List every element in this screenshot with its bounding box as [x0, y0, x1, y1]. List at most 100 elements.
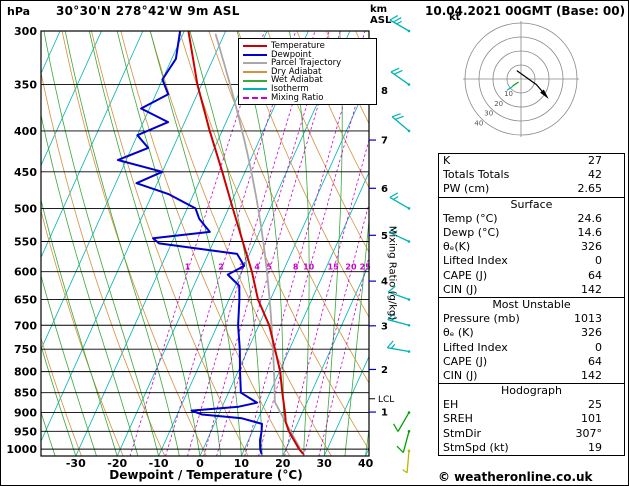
svg-text:5: 5: [266, 263, 272, 272]
svg-text:2: 2: [381, 365, 388, 376]
legend-item: Wet Adiabat: [243, 76, 372, 85]
station-title: 30°30'N 278°42'W 9m ASL: [56, 4, 240, 18]
table-row: StmSpd (kt) 19: [439, 441, 625, 456]
stat-label: Totals Totals: [443, 168, 510, 182]
svg-text:10: 10: [234, 457, 250, 470]
svg-text:-20: -20: [107, 457, 127, 470]
table-row: PW (cm) 2.65: [439, 182, 625, 197]
table-row: θₑ(K) 326: [439, 240, 625, 254]
svg-text:300: 300: [14, 25, 37, 38]
svg-text:650: 650: [14, 294, 37, 307]
svg-text:3: 3: [381, 321, 388, 332]
stat-label: Lifted Index: [443, 254, 508, 268]
svg-text:1000: 1000: [6, 443, 37, 456]
stat-label: CIN (J): [443, 282, 478, 296]
hodo-level-mark: [512, 81, 519, 87]
table-row: Pressure (mb) 1013: [439, 312, 625, 326]
table-row: θₑ (K) 326: [439, 326, 625, 340]
stat-label: Dewp (°C): [443, 226, 500, 240]
hodo-ring-label: 40: [474, 120, 483, 128]
pressure-axis-unit: hPa: [7, 5, 31, 18]
table-row: K 27: [439, 154, 625, 169]
credit-text: © weatheronline.co.uk: [438, 470, 593, 484]
svg-text:8: 8: [293, 263, 299, 272]
legend-item: Dewpoint: [243, 49, 372, 60]
table-row: Temp (°C) 24.6: [439, 212, 625, 226]
legend-label: Dewpoint: [271, 49, 312, 60]
stat-value: 142: [581, 282, 602, 296]
hodo-ring: [506, 64, 536, 94]
svg-text:4: 4: [381, 277, 388, 288]
stat-label: Pressure (mb): [443, 312, 520, 326]
table-row: Lifted Index 0: [439, 254, 625, 268]
hodo-unit-label: kt: [449, 12, 461, 23]
stat-value: 101: [581, 412, 602, 426]
stat-value: 0: [595, 340, 602, 354]
table-row: CAPE (J) 64: [439, 355, 625, 369]
hodo-ring-label: 10: [504, 90, 513, 98]
stat-label: CIN (J): [443, 368, 478, 382]
stat-value: 64: [588, 354, 602, 368]
hodo-level-mark: [506, 85, 514, 91]
svg-text:-10: -10: [149, 457, 169, 470]
legend-key-line: [243, 45, 267, 48]
svg-text:700: 700: [14, 319, 37, 332]
chart-legend: Temperature Dewpoint Parcel Trajectory Dry …: [238, 38, 377, 106]
legend-label: Mixing Ratio: [271, 92, 324, 103]
svg-text:400: 400: [14, 125, 37, 138]
svg-text:450: 450: [14, 166, 37, 179]
stat-label: Temp (°C): [443, 211, 498, 225]
svg-text:550: 550: [14, 236, 37, 249]
svg-text:25: 25: [360, 263, 372, 272]
svg-text:600: 600: [14, 266, 37, 279]
svg-text:1: 1: [185, 263, 191, 272]
table-row: Lifted Index 0: [439, 340, 625, 354]
stat-value: 1013: [574, 312, 602, 326]
stat-value: 307°: [575, 426, 603, 440]
table-row: StmDir 307°: [439, 427, 625, 441]
legend-key-line: [243, 96, 267, 99]
legend-key-line: [243, 88, 267, 91]
legend-label: Dry Adiabat: [271, 66, 322, 77]
stat-label: PW (cm): [443, 182, 490, 196]
svg-text:7: 7: [381, 136, 388, 147]
stat-label: StmSpd (kt): [443, 440, 509, 454]
table-row: Dewp (°C) 14.6: [439, 226, 625, 240]
legend-item: Isotherm: [243, 85, 372, 94]
stat-label: CAPE (J): [443, 268, 488, 282]
svg-text:750: 750: [14, 343, 37, 356]
stat-value: 25: [588, 398, 602, 412]
stat-value: 24.6: [577, 211, 603, 225]
stat-value: 27: [588, 154, 602, 168]
hodo-ring: [478, 36, 564, 122]
svg-text:-30: -30: [66, 457, 86, 470]
hodo-ring: [492, 50, 550, 108]
stat-value: 64: [588, 268, 602, 282]
axes: 3003504004505005506006507007508008509009…: [6, 25, 394, 470]
hodo-trace-arrow: [540, 89, 549, 99]
stat-label: K: [443, 154, 451, 168]
datetime-title: 10.04.2021 00GMT (Base: 00): [425, 4, 626, 18]
stat-value: 142: [581, 368, 602, 382]
svg-text:40: 40: [358, 457, 374, 470]
stat-value: 2.65: [577, 182, 603, 196]
table-row: SREH 101: [439, 412, 625, 426]
stat-label: CAPE (J): [443, 354, 488, 368]
sounding-curves: [116, 31, 304, 455]
stat-label: θₑ(K): [443, 240, 471, 254]
svg-text:800: 800: [14, 366, 37, 379]
stat-value: 326: [581, 240, 602, 254]
stat-value: 14.6: [577, 226, 603, 240]
legend-item: Mixing Ratio: [243, 92, 372, 103]
svg-text:15: 15: [328, 263, 340, 272]
svg-text:10: 10: [303, 263, 315, 272]
section-header: Surface: [438, 196, 625, 212]
stat-label: SREH: [443, 412, 473, 426]
svg-text:500: 500: [14, 202, 37, 215]
svg-text:4: 4: [254, 263, 260, 272]
svg-text:900: 900: [14, 407, 37, 420]
legend-key-line: [243, 62, 267, 65]
stat-value: 19: [588, 440, 602, 454]
legend-key-line: [243, 71, 267, 74]
